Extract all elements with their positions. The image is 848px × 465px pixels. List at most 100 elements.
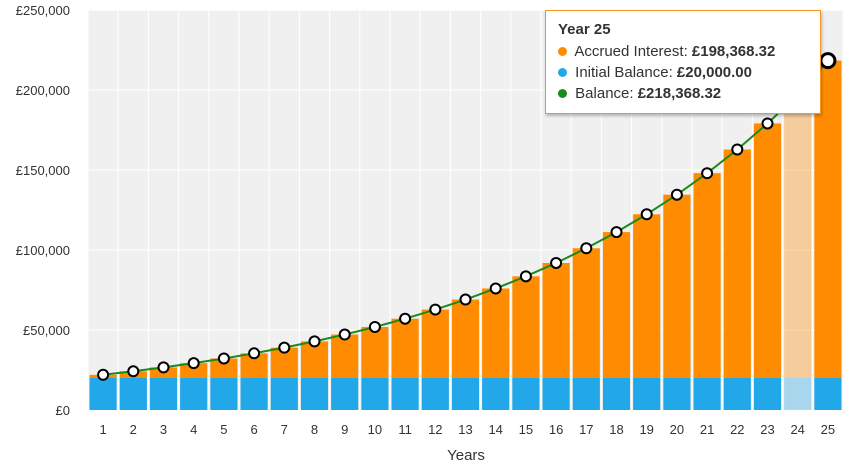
bar-initial-balance[interactable] xyxy=(89,378,117,410)
bar-accrued-interest[interactable] xyxy=(784,94,812,379)
bar-initial-balance[interactable] xyxy=(784,378,812,410)
balance-point[interactable] xyxy=(97,368,110,381)
bar-initial-balance[interactable] xyxy=(391,378,419,410)
bar-initial-balance[interactable] xyxy=(814,378,842,410)
balance-point[interactable] xyxy=(187,357,200,370)
bar-accrued-interest[interactable] xyxy=(421,309,449,378)
balance-point[interactable] xyxy=(157,361,170,374)
y-tick-label: £250,000 xyxy=(16,3,70,18)
x-tick-label: 2 xyxy=(130,422,137,437)
balance-point[interactable] xyxy=(489,282,502,295)
balance-point[interactable] xyxy=(248,347,261,360)
bar-initial-balance[interactable] xyxy=(633,378,661,410)
balance-point[interactable] xyxy=(399,312,412,325)
x-tick-label: 7 xyxy=(281,422,288,437)
x-tick-label: 6 xyxy=(250,422,257,437)
bar-accrued-interest[interactable] xyxy=(300,341,329,378)
balance-point[interactable] xyxy=(338,328,351,341)
bar-accrued-interest[interactable] xyxy=(482,288,510,378)
bar-accrued-interest[interactable] xyxy=(331,334,359,378)
y-tick-label: £150,000 xyxy=(16,163,70,178)
bar-initial-balance[interactable] xyxy=(723,378,751,410)
balance-point[interactable] xyxy=(429,303,442,316)
balance-point[interactable] xyxy=(670,188,683,201)
bar-initial-balance[interactable] xyxy=(361,378,389,410)
bar-accrued-interest[interactable] xyxy=(361,327,389,378)
bar-initial-balance[interactable] xyxy=(753,378,782,410)
bar-initial-balance[interactable] xyxy=(180,378,208,410)
bar-accrued-interest[interactable] xyxy=(663,194,691,378)
balance-point[interactable] xyxy=(701,167,714,180)
balance-point[interactable] xyxy=(761,117,774,130)
balance-point[interactable] xyxy=(610,226,623,239)
tooltip-row-balance: Balance: £218,368.32 xyxy=(558,83,808,104)
bar-accrued-interest[interactable] xyxy=(633,214,661,378)
bar-initial-balance[interactable] xyxy=(331,378,359,410)
bar-accrued-interest[interactable] xyxy=(180,363,208,378)
balance-point[interactable] xyxy=(580,242,593,255)
balance-point[interactable] xyxy=(550,256,563,269)
x-tick-label: 15 xyxy=(519,422,533,437)
x-tick-label: 1 xyxy=(99,422,106,437)
bar-initial-balance[interactable] xyxy=(482,378,510,410)
tooltip-title: Year 25 xyxy=(558,21,611,38)
bar-initial-balance[interactable] xyxy=(149,378,178,410)
balance-point[interactable] xyxy=(731,143,744,156)
bar-initial-balance[interactable] xyxy=(451,378,480,410)
x-tick-label: 8 xyxy=(311,422,318,437)
balance-point[interactable] xyxy=(459,293,472,306)
balance-point[interactable] xyxy=(640,208,653,221)
bar-initial-balance[interactable] xyxy=(270,378,298,410)
bar-accrued-interest[interactable] xyxy=(602,232,631,378)
bar-initial-balance[interactable] xyxy=(542,378,570,410)
tooltip-row-initial-balance: Initial Balance: £20,000.00 xyxy=(558,62,808,83)
balance-point[interactable] xyxy=(308,335,321,348)
tooltip-value: £218,368.32 xyxy=(637,85,722,102)
bar-initial-balance[interactable] xyxy=(663,378,691,410)
balance-point[interactable] xyxy=(278,341,291,354)
bar-accrued-interest[interactable] xyxy=(693,173,721,378)
bar-accrued-interest[interactable] xyxy=(210,358,238,378)
x-tick-label: 16 xyxy=(549,422,563,437)
bar-accrued-interest[interactable] xyxy=(572,248,600,378)
x-tick-label: 19 xyxy=(639,422,653,437)
bar-initial-balance[interactable] xyxy=(693,378,721,410)
x-tick-label: 12 xyxy=(428,422,442,437)
x-tick-label: 23 xyxy=(760,422,774,437)
bar-initial-balance[interactable] xyxy=(602,378,631,410)
balance-marker-icon xyxy=(558,89,567,98)
bar-initial-balance[interactable] xyxy=(421,378,449,410)
x-tick-label: 14 xyxy=(488,422,502,437)
x-tick-label: 10 xyxy=(368,422,382,437)
tooltip-value: £198,368.32 xyxy=(691,43,776,60)
bar-accrued-interest[interactable] xyxy=(753,123,782,378)
bar-accrued-interest[interactable] xyxy=(391,318,419,378)
x-axis-ticks: 1 2 3 4 5 6 7 8 9 10 11 12 13 14 15 16 17 18 19 20 21 22 23 24 2… xyxy=(99,422,835,437)
bar-initial-balance[interactable] xyxy=(119,378,147,410)
balance-point[interactable] xyxy=(819,52,837,70)
bar-initial-balance[interactable] xyxy=(572,378,600,410)
bar-initial-balance[interactable] xyxy=(210,378,238,410)
x-tick-label: 11 xyxy=(398,422,412,437)
balance-point[interactable] xyxy=(519,270,532,283)
bar-initial-balance[interactable] xyxy=(512,378,540,410)
accrued-interest-marker-icon xyxy=(558,47,567,56)
grid-lines xyxy=(87,9,844,411)
balance-point[interactable] xyxy=(368,321,381,333)
balance-line xyxy=(97,52,837,381)
balance-point[interactable] xyxy=(127,365,140,378)
y-tick-label: £100,000 xyxy=(16,243,70,258)
bar-initial-balance[interactable] xyxy=(300,378,329,410)
bar-accrued-interest[interactable] xyxy=(542,262,570,378)
bar-accrued-interest[interactable] xyxy=(451,299,480,378)
bar-accrued-interest[interactable] xyxy=(512,276,540,378)
tooltip-label: Accrued Interest: xyxy=(574,43,688,60)
bar-initial-balance[interactable] xyxy=(240,378,268,410)
x-tick-label: 13 xyxy=(458,422,472,437)
x-tick-label: 5 xyxy=(220,422,227,437)
y-tick-label: £200,000 xyxy=(16,83,70,98)
bar-accrued-interest[interactable] xyxy=(723,149,751,378)
initial-balance-marker-icon xyxy=(558,68,567,77)
balance-point[interactable] xyxy=(217,352,230,365)
x-tick-label: 21 xyxy=(700,422,714,437)
